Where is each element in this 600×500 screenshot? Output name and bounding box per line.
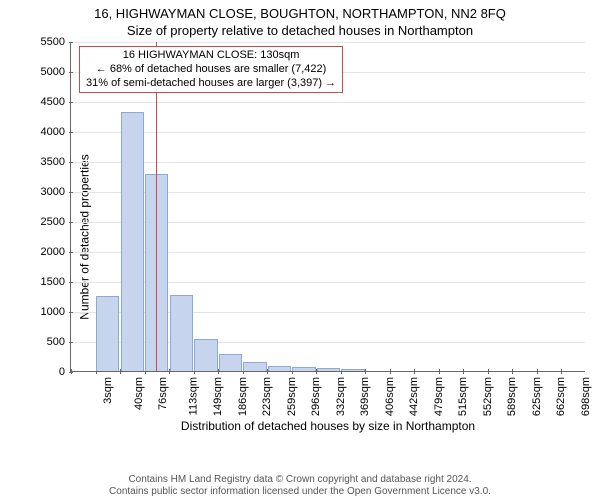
y-tick-label: 3500 <box>41 156 65 168</box>
y-tick-label: 2500 <box>41 216 65 228</box>
x-tick-label: 76sqm <box>157 377 169 410</box>
annotation-line1: 16 HIGHWAYMAN CLOSE: 130sqm <box>86 49 336 63</box>
footer: Contains HM Land Registry data © Crown c… <box>0 474 600 498</box>
y-tick <box>69 372 73 373</box>
histogram-bar <box>317 368 340 371</box>
y-tick-label: 1000 <box>41 306 65 318</box>
x-tick-label: 515sqm <box>457 377 469 416</box>
histogram-bar <box>145 174 168 371</box>
x-tick-label: 442sqm <box>408 377 420 416</box>
y-tick <box>69 72 73 73</box>
y-tick-label: 4500 <box>41 96 65 108</box>
x-tick-label: 3sqm <box>102 377 114 404</box>
x-tick-label: 589sqm <box>507 377 519 416</box>
x-tick-label: 40sqm <box>133 377 145 410</box>
histogram-bar <box>121 112 144 371</box>
y-tick <box>69 342 73 343</box>
chart-title: 16, HIGHWAYMAN CLOSE, BOUGHTON, NORTHAMP… <box>0 0 600 21</box>
y-tick <box>69 102 73 103</box>
chart-subtitle: Size of property relative to detached ho… <box>0 21 600 38</box>
y-tick-label: 1500 <box>41 276 65 288</box>
histogram-bar <box>194 339 217 371</box>
x-tick-label: 223sqm <box>261 377 273 416</box>
chart-area: Number of detached properties 16 HIGHWAY… <box>0 42 600 432</box>
x-tick-label: 186sqm <box>237 377 249 416</box>
x-tick-label: 625sqm <box>531 377 543 416</box>
footer-line1: Contains HM Land Registry data © Crown c… <box>0 474 600 486</box>
y-tick-label: 3000 <box>41 186 65 198</box>
x-tick-label: 662sqm <box>556 377 568 416</box>
x-tick-label: 332sqm <box>335 377 347 416</box>
y-tick <box>69 282 73 283</box>
y-tick <box>69 42 73 43</box>
y-tick <box>69 222 73 223</box>
plot-area: 16 HIGHWAYMAN CLOSE: 130sqm ← 68% of det… <box>70 42 585 372</box>
histogram-bar <box>96 296 119 371</box>
x-tick-label: 149sqm <box>212 377 224 416</box>
y-tick <box>69 132 73 133</box>
annotation-line3: 31% of semi-detached houses are larger (… <box>86 77 336 91</box>
x-tick-label: 369sqm <box>359 377 371 416</box>
histogram-bar <box>243 362 266 371</box>
annotation-line2: ← 68% of detached houses are smaller (7,… <box>86 63 336 77</box>
y-tick <box>69 162 73 163</box>
x-tick-label: 552sqm <box>482 377 494 416</box>
x-tick-label: 406sqm <box>384 377 396 416</box>
chart-container: 16, HIGHWAYMAN CLOSE, BOUGHTON, NORTHAMP… <box>0 0 600 500</box>
footer-line2: Contains public sector information licen… <box>0 486 600 498</box>
y-tick <box>69 312 73 313</box>
histogram-bar <box>268 366 291 371</box>
y-tick <box>69 252 73 253</box>
histogram-bar <box>219 354 242 371</box>
x-tick-label: 296sqm <box>310 377 322 416</box>
y-tick-label: 0 <box>59 366 65 378</box>
x-tick-label: 113sqm <box>187 377 199 415</box>
y-tick-label: 2000 <box>41 246 65 258</box>
y-tick <box>69 192 73 193</box>
x-tick-label: 698sqm <box>580 377 592 416</box>
x-tick-label: 259sqm <box>286 377 298 416</box>
y-tick-label: 4000 <box>41 126 65 138</box>
annotation-box: 16 HIGHWAYMAN CLOSE: 130sqm ← 68% of det… <box>79 46 343 93</box>
histogram-bar <box>341 369 364 371</box>
histogram-bar <box>292 367 315 371</box>
x-tick-label: 479sqm <box>433 377 445 416</box>
histogram-bar <box>170 295 193 371</box>
y-tick-label: 5000 <box>41 66 65 78</box>
y-tick-label: 5500 <box>41 36 65 48</box>
y-tick-label: 500 <box>47 336 65 348</box>
x-axis-label: Distribution of detached houses by size … <box>71 419 585 433</box>
